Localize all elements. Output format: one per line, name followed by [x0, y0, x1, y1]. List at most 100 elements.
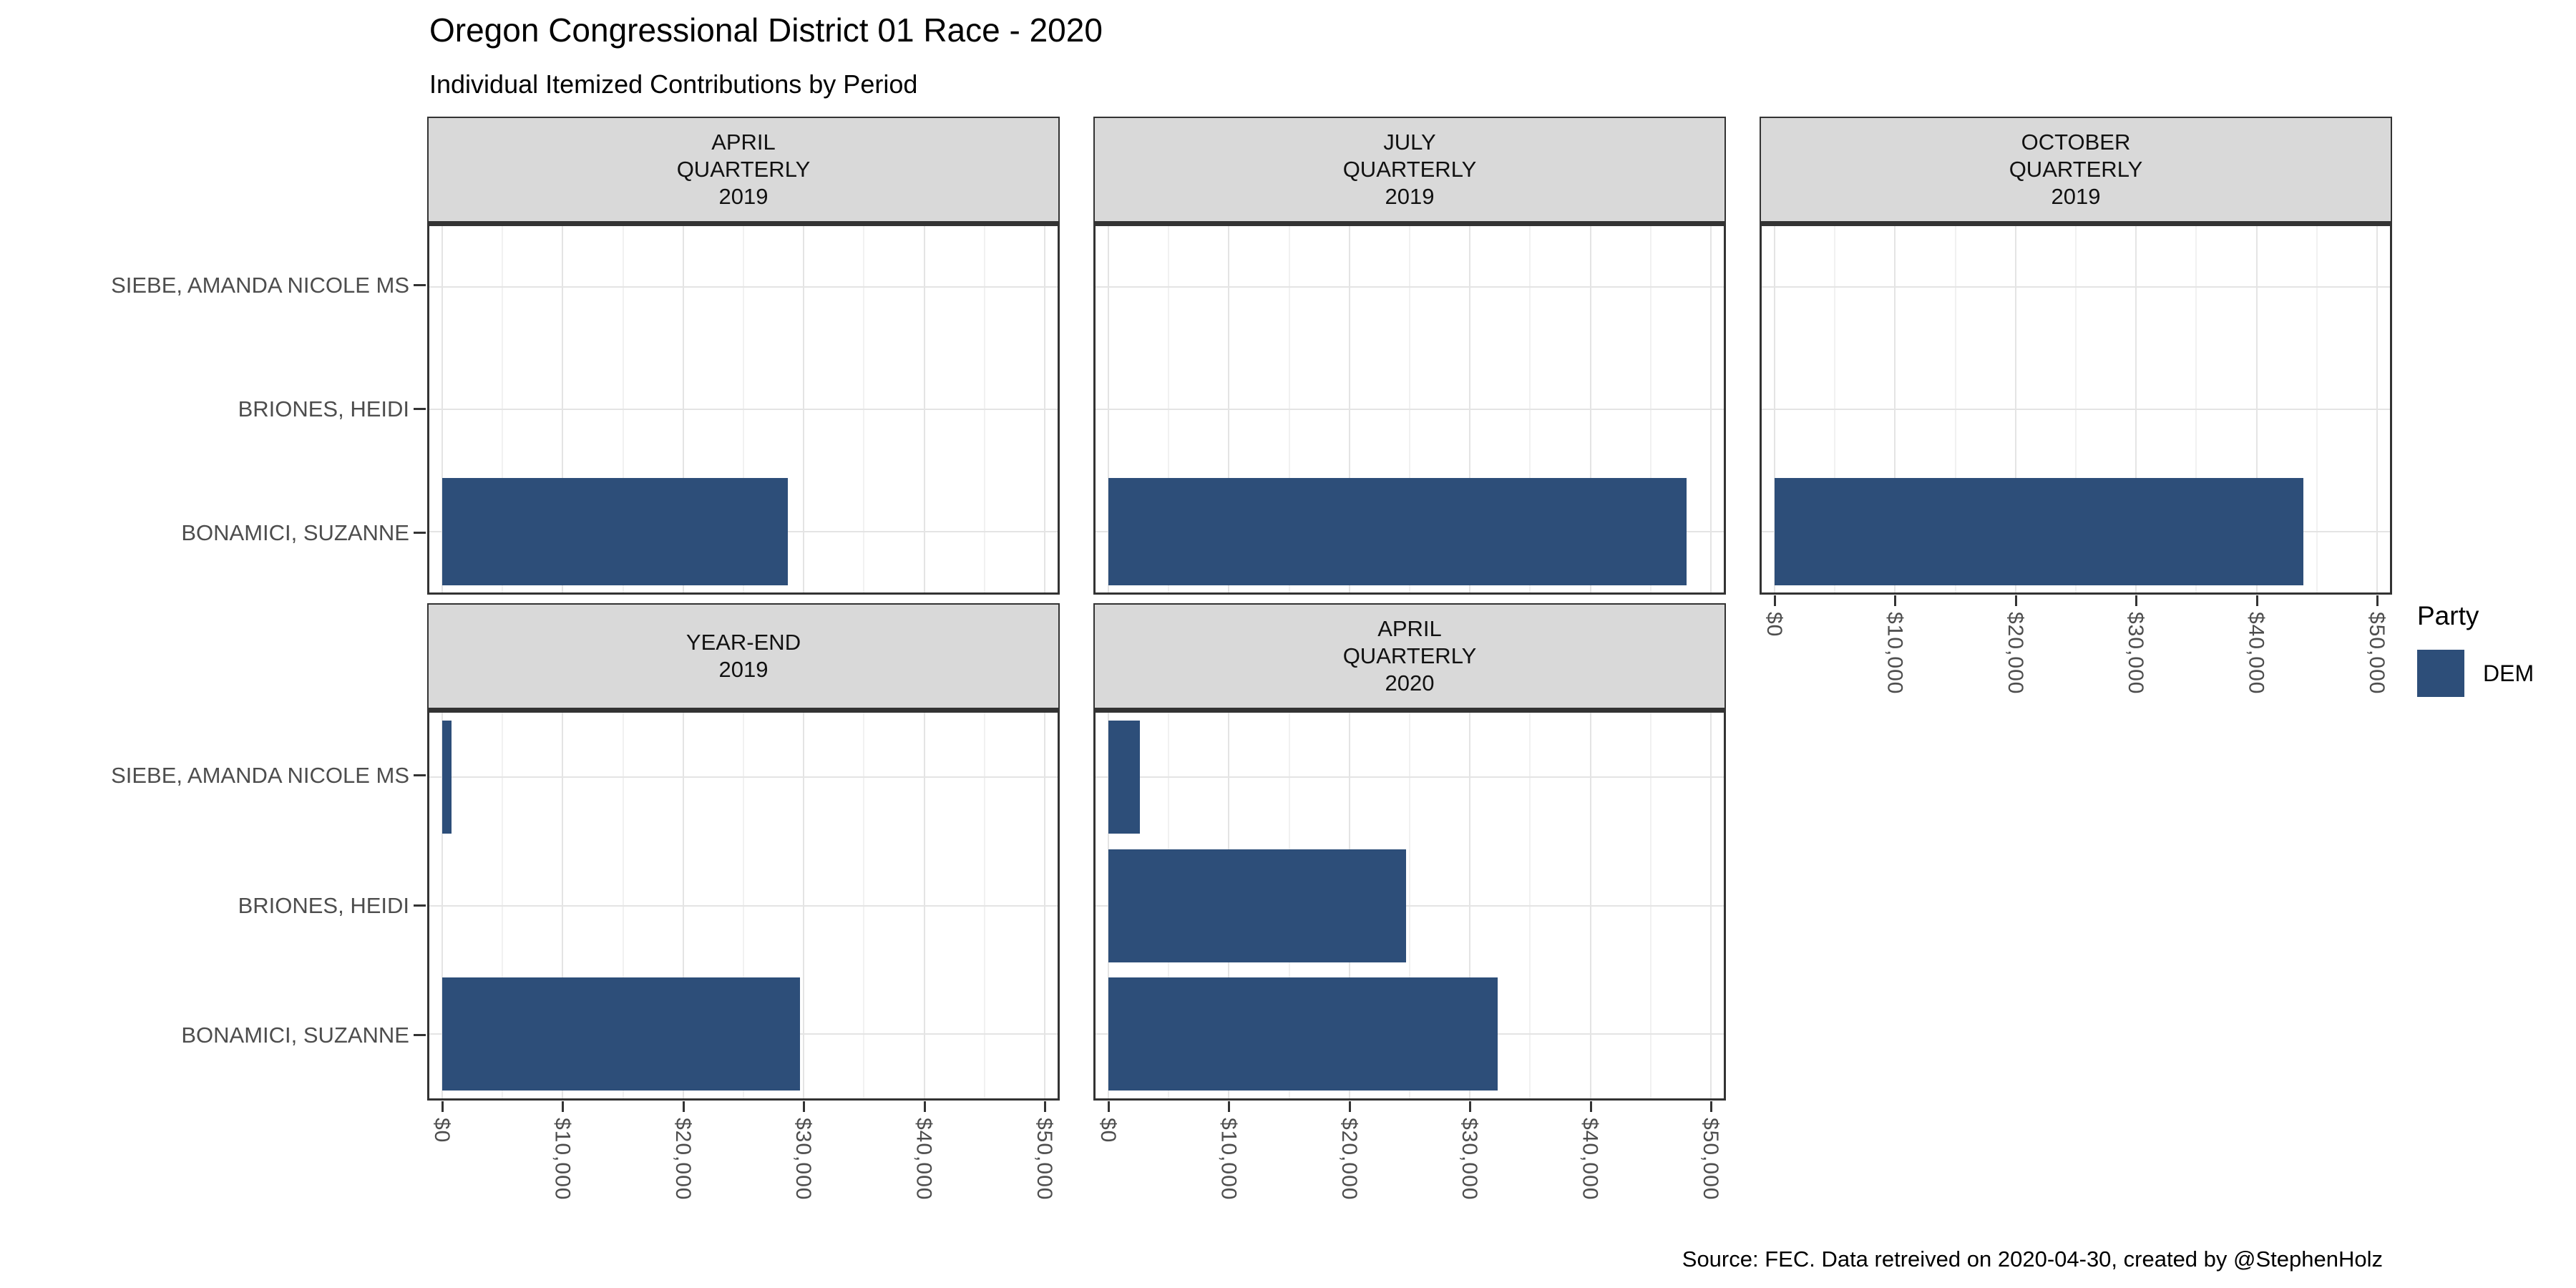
- facet-strip-line: QUARTERLY: [676, 157, 811, 182]
- bar: [1108, 721, 1140, 834]
- x-axis-tick: [1228, 1101, 1231, 1112]
- x-axis-tick: [923, 1101, 926, 1112]
- facet-strip-line: QUARTERLY: [1342, 643, 1477, 668]
- x-axis-label: $30,000: [2123, 612, 2149, 737]
- grid-major-h: [1096, 776, 1724, 778]
- x-axis-tick: [562, 1101, 565, 1112]
- x-axis-label-text: $10,000: [1216, 1118, 1241, 1201]
- y-axis-label: BRIONES, HEIDI: [238, 892, 409, 918]
- chart-subtitle: Individual Itemized Contributions by Per…: [429, 69, 918, 99]
- facet-strip: JULY QUARTERLY 2019: [1093, 117, 1726, 224]
- legend-swatch-dem: [2417, 650, 2464, 697]
- x-axis-label: $50,000: [2364, 612, 2390, 737]
- x-axis-label-text: $0: [430, 1118, 454, 1143]
- grid-major-h: [1762, 286, 2390, 288]
- bar: [442, 721, 452, 834]
- x-axis-label-text: $40,000: [912, 1118, 936, 1201]
- x-axis-label-text: $10,000: [550, 1118, 575, 1201]
- facet-strip-line: 2019: [718, 657, 769, 682]
- x-axis-label-text: $0: [1762, 612, 1786, 638]
- x-axis-label-text: $50,000: [1699, 1118, 1722, 1201]
- facet-strip: YEAR-END 2019: [427, 603, 1060, 711]
- x-axis-label-text: $10,000: [1883, 612, 1907, 695]
- facet-strip-line: 2019: [2051, 184, 2101, 209]
- x-axis-tick: [2376, 595, 2379, 606]
- x-axis-label-text: $30,000: [791, 1118, 816, 1201]
- facet-strip-line: QUARTERLY: [1342, 157, 1477, 182]
- x-axis-tick: [2135, 595, 2138, 606]
- facet-panel: [1093, 224, 1726, 595]
- x-axis-tick: [2014, 595, 2017, 606]
- x-axis-label: $0: [1762, 612, 1787, 737]
- facet-strip: APRIL QUARTERLY 2020: [1093, 603, 1726, 711]
- x-axis-label: $40,000: [2244, 612, 2270, 737]
- legend: Party DEM: [2417, 601, 2534, 697]
- y-axis-tick: [414, 774, 426, 776]
- grid-major-h: [1096, 409, 1724, 410]
- grid-major-h: [1762, 409, 2390, 410]
- x-axis-label: $10,000: [550, 1118, 575, 1243]
- x-axis-tick: [1108, 1101, 1110, 1112]
- x-axis-tick: [1348, 1101, 1351, 1112]
- facet-strip-line: QUARTERLY: [2009, 157, 2143, 182]
- facet-strip-line: 2020: [1385, 670, 1435, 696]
- x-axis-label: $30,000: [791, 1118, 816, 1243]
- x-axis-tick: [1589, 1101, 1592, 1112]
- facet-panel: [427, 711, 1060, 1101]
- x-axis-label: $10,000: [1216, 1118, 1241, 1243]
- grid-major-h: [1096, 286, 1724, 288]
- x-axis-label-text: $40,000: [2244, 612, 2268, 695]
- facet-panel: [1093, 711, 1726, 1101]
- x-axis-tick: [2255, 595, 2258, 606]
- x-axis-label: $0: [429, 1118, 455, 1243]
- bar: [1108, 849, 1406, 962]
- bar: [442, 478, 788, 585]
- x-axis-tick: [441, 1101, 444, 1112]
- grid-major-h: [429, 776, 1058, 778]
- x-axis-label-text: $20,000: [1337, 1118, 1361, 1201]
- bar: [1108, 977, 1498, 1091]
- x-axis-tick: [803, 1101, 806, 1112]
- x-axis-label-text: $0: [1096, 1118, 1120, 1143]
- y-axis-label: SIEBE, AMANDA NICOLE MS: [111, 762, 409, 788]
- y-axis-label: SIEBE, AMANDA NICOLE MS: [111, 273, 409, 298]
- grid-major-h: [429, 286, 1058, 288]
- facet-strip-line: OCTOBER: [2021, 130, 2131, 155]
- facet-panel: [1760, 224, 2392, 595]
- y-axis-tick: [414, 284, 426, 287]
- bar: [1775, 478, 2303, 585]
- x-axis-label: $0: [1096, 1118, 1121, 1243]
- facet-strip-line: JULY: [1383, 130, 1436, 155]
- x-axis-label-text: $30,000: [1458, 1118, 1482, 1201]
- y-axis-tick: [414, 1034, 426, 1037]
- bar: [1108, 478, 1687, 585]
- facet-strip: APRIL QUARTERLY 2019: [427, 117, 1060, 224]
- x-axis-label: $50,000: [1032, 1118, 1058, 1243]
- legend-title: Party: [2417, 601, 2479, 630]
- grid-major-h: [1096, 904, 1724, 907]
- facet-panel: [427, 224, 1060, 595]
- facet-strip-line: APRIL: [1377, 616, 1442, 641]
- y-axis-label: BRIONES, HEIDI: [238, 396, 409, 421]
- grid-major-h: [429, 904, 1058, 907]
- y-axis-tick: [414, 531, 426, 534]
- x-axis-label: $50,000: [1698, 1118, 1724, 1243]
- facet-strip: OCTOBER QUARTERLY 2019: [1760, 117, 2392, 224]
- x-axis-label-text: $20,000: [2003, 612, 2027, 695]
- x-axis-tick: [682, 1101, 685, 1112]
- facet-strip-line: YEAR-END: [686, 630, 801, 655]
- grid-major-h: [429, 409, 1058, 410]
- facet-strip-line: APRIL: [711, 130, 776, 155]
- chart-title: Oregon Congressional District 01 Race - …: [429, 11, 1103, 49]
- x-axis-label: $20,000: [1337, 1118, 1362, 1243]
- x-axis-label-text: $50,000: [1033, 1118, 1056, 1201]
- facet-strip-line: 2019: [718, 184, 769, 209]
- x-axis-label: $20,000: [2003, 612, 2029, 737]
- x-axis-label: $30,000: [1457, 1118, 1483, 1243]
- x-axis-label-text: $20,000: [670, 1118, 695, 1201]
- x-axis-label: $20,000: [670, 1118, 696, 1243]
- x-axis-label-text: $40,000: [1578, 1118, 1602, 1201]
- y-axis-tick: [414, 904, 426, 907]
